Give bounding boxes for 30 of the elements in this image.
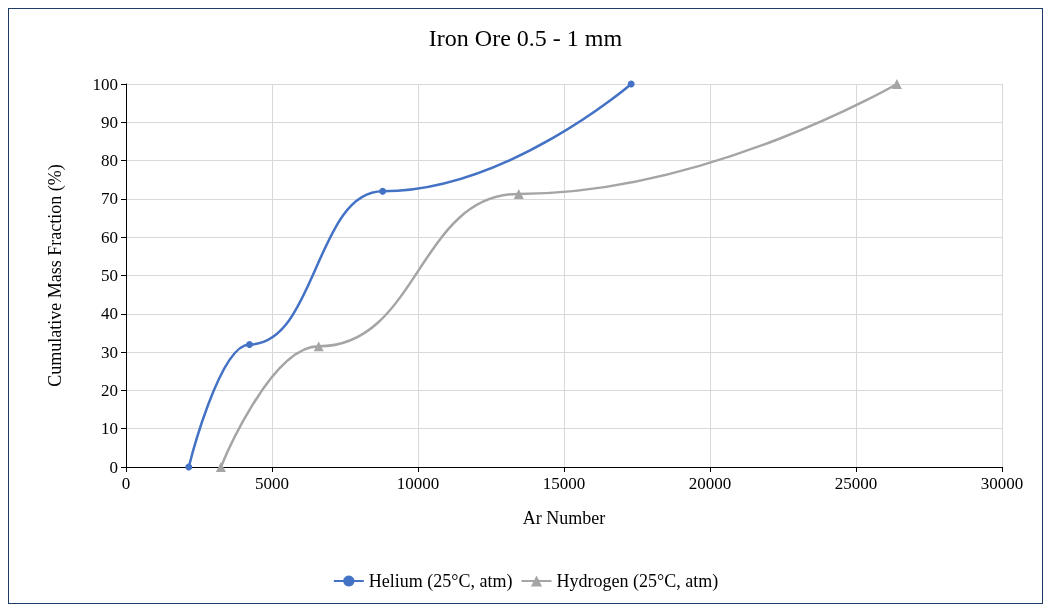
- x-axis-title: Ar Number: [522, 508, 606, 528]
- y-tick-label: 70: [101, 189, 118, 209]
- x-tick-label: 10000: [396, 474, 440, 493]
- y-tick-label: 0: [109, 457, 118, 477]
- y-tick-label: 100: [92, 74, 118, 94]
- x-tick-label: 15000: [542, 474, 586, 493]
- legend-label: Hydrogen (25°C, atm): [556, 571, 719, 592]
- point: [215, 462, 226, 472]
- y-tick-label: 30: [101, 342, 118, 362]
- point: [313, 341, 324, 352]
- y-tick-label: 40: [101, 304, 118, 324]
- point: [246, 340, 254, 348]
- y-tick-label: 20: [101, 380, 118, 400]
- x-tick-label: 20000: [688, 474, 732, 493]
- x-tick-label: 30000: [980, 474, 1024, 493]
- y-tick-label: 90: [101, 112, 118, 132]
- point: [185, 463, 193, 471]
- chart-title: Iron Ore 0.5 - 1 mm: [428, 25, 623, 51]
- x-tick-label: 0: [121, 474, 131, 493]
- y-axis-title: Cumulative Mass Fraction (%): [45, 164, 66, 387]
- y-tick-label: 10: [101, 419, 118, 439]
- point: [379, 187, 387, 195]
- point: [891, 79, 902, 89]
- x-tick-label: 5000: [255, 474, 289, 493]
- y-tick-label: 80: [101, 151, 118, 171]
- point: [513, 188, 524, 199]
- y-tick-label: 60: [101, 227, 118, 247]
- legend-label: Helium (25°C, atm): [368, 571, 513, 592]
- x-tick-label: 25000: [834, 474, 878, 493]
- y-tick-label: 50: [101, 266, 118, 285]
